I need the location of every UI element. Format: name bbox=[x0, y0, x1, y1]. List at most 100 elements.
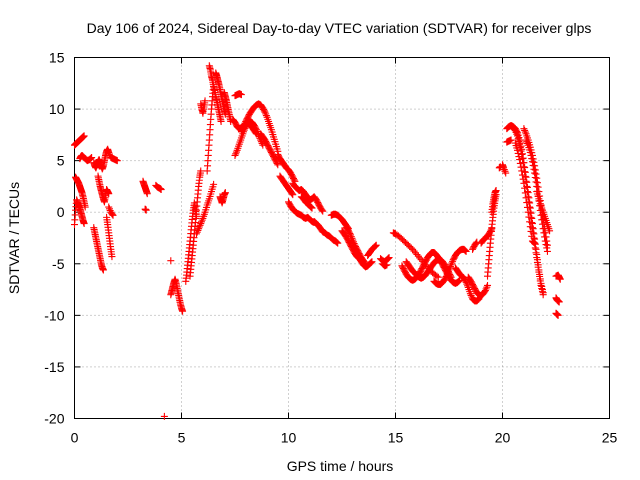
data-point bbox=[513, 130, 521, 138]
data-point bbox=[532, 249, 540, 257]
data-point bbox=[466, 290, 474, 298]
data-point bbox=[350, 243, 358, 251]
data-point bbox=[289, 191, 297, 199]
tick-label-layer: 0 5 10 15 20 25 -20 -15 -10 -5 0 5 10 15 bbox=[44, 50, 617, 446]
data-point bbox=[353, 248, 361, 256]
data-point bbox=[319, 207, 327, 215]
data-point bbox=[526, 223, 534, 231]
data-point bbox=[237, 128, 245, 136]
data-point bbox=[332, 238, 340, 246]
data-point bbox=[546, 227, 554, 235]
data-point bbox=[484, 281, 492, 289]
data-point bbox=[443, 271, 451, 279]
data-point bbox=[462, 247, 470, 255]
data-point bbox=[526, 218, 534, 226]
data-point bbox=[481, 287, 489, 295]
data-point bbox=[528, 155, 536, 163]
data-point bbox=[521, 126, 529, 134]
data-point bbox=[483, 283, 491, 291]
data-point bbox=[512, 128, 520, 136]
data-point bbox=[87, 154, 95, 162]
data-point bbox=[157, 186, 165, 194]
data-point bbox=[196, 221, 204, 229]
data-point bbox=[318, 206, 326, 214]
data-point bbox=[239, 124, 247, 132]
data-point bbox=[492, 187, 500, 195]
data-point bbox=[288, 190, 296, 198]
data-point bbox=[454, 278, 462, 286]
data-point bbox=[194, 226, 202, 234]
data-point bbox=[367, 259, 375, 267]
data-point bbox=[540, 229, 548, 237]
data-point bbox=[534, 263, 542, 271]
data-point bbox=[520, 125, 528, 133]
data-point bbox=[527, 151, 535, 159]
data-point bbox=[334, 239, 342, 247]
data-point bbox=[502, 169, 510, 177]
data-point bbox=[80, 132, 88, 140]
data-point bbox=[347, 231, 355, 239]
data-point bbox=[274, 161, 282, 169]
data-point bbox=[531, 166, 539, 174]
data-point bbox=[516, 159, 524, 167]
data-point bbox=[529, 238, 537, 246]
data-point bbox=[518, 167, 526, 175]
data-point bbox=[538, 288, 546, 296]
y-tick-label: 15 bbox=[49, 50, 65, 66]
chart-title: Day 106 of 2024, Sidereal Day-to-day VTE… bbox=[87, 20, 592, 36]
data-point bbox=[521, 189, 529, 197]
data-point bbox=[197, 167, 205, 175]
data-point bbox=[348, 234, 356, 242]
data-point bbox=[534, 183, 542, 191]
data-point bbox=[354, 252, 362, 260]
data-point bbox=[507, 136, 515, 144]
y-tick-label: -10 bbox=[44, 307, 64, 323]
data-point bbox=[445, 266, 453, 274]
data-point bbox=[368, 258, 376, 266]
data-point bbox=[210, 180, 218, 188]
data-point bbox=[179, 307, 187, 315]
data-point bbox=[349, 241, 357, 249]
data-point bbox=[543, 244, 551, 252]
data-point bbox=[500, 166, 508, 174]
data-point bbox=[527, 227, 535, 235]
data-point bbox=[86, 155, 94, 163]
data-point bbox=[482, 285, 490, 293]
x-axis-title: GPS time / hours bbox=[287, 458, 394, 474]
data-point bbox=[521, 128, 529, 136]
data-point bbox=[221, 189, 229, 197]
data-point bbox=[201, 97, 209, 105]
data-point bbox=[523, 203, 531, 211]
data-point bbox=[384, 254, 392, 262]
data-point bbox=[195, 225, 203, 233]
data-point bbox=[541, 237, 549, 245]
data-point bbox=[197, 220, 205, 228]
data-point bbox=[533, 174, 541, 182]
data-point bbox=[474, 296, 482, 304]
data-point bbox=[371, 243, 379, 251]
data-point bbox=[511, 127, 519, 135]
data-point bbox=[520, 179, 528, 187]
data-point bbox=[307, 203, 315, 211]
data-point bbox=[105, 205, 113, 213]
data-point bbox=[354, 250, 362, 258]
data-point bbox=[500, 164, 508, 172]
data-point bbox=[99, 266, 107, 274]
data-point bbox=[529, 161, 537, 169]
data-point bbox=[528, 158, 536, 166]
data-point bbox=[352, 247, 360, 255]
data-point bbox=[347, 233, 355, 241]
data-point bbox=[143, 190, 151, 198]
data-point bbox=[193, 228, 201, 236]
data-point bbox=[333, 238, 341, 246]
data-point bbox=[516, 156, 524, 164]
data-point bbox=[109, 211, 117, 219]
data-point bbox=[261, 108, 269, 116]
data-point bbox=[308, 204, 316, 212]
data-point bbox=[530, 165, 538, 173]
data-point bbox=[384, 255, 392, 263]
data-point bbox=[252, 129, 260, 137]
data-point bbox=[556, 275, 564, 283]
x-tick-label: 15 bbox=[388, 430, 404, 446]
